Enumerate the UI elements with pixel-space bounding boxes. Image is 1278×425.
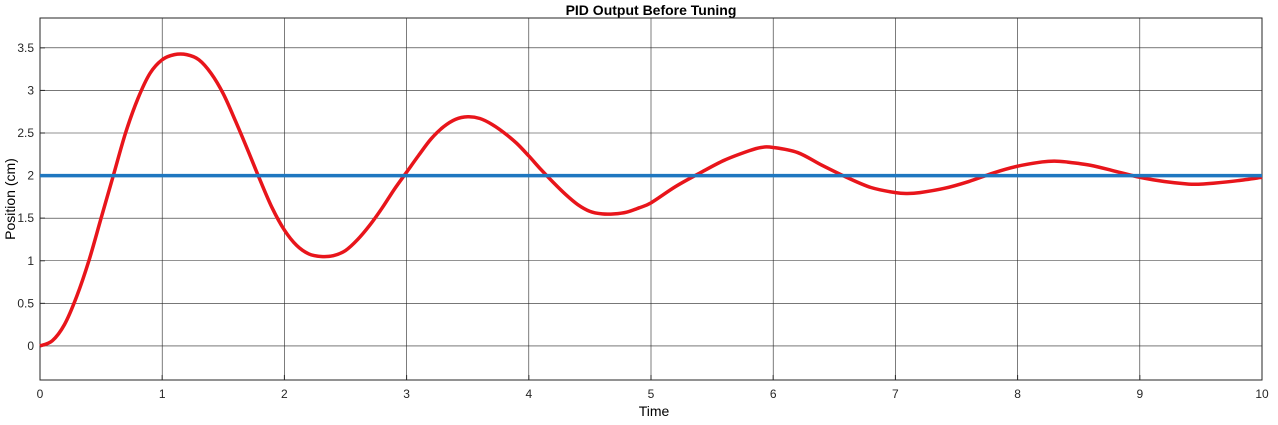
- x-tick-label: 8: [1014, 387, 1021, 401]
- y-tick-labels: 0 0.5 1 1.5 2 2.5 3 3.5: [17, 41, 34, 353]
- x-tick-label: 4: [525, 387, 532, 401]
- y-tick-label: 0: [27, 339, 34, 353]
- y-tick-label: 0.5: [17, 296, 34, 310]
- chart-title: PID Output Before Tuning: [566, 2, 737, 18]
- y-axis-label: Position (cm): [2, 158, 18, 240]
- x-tick-label: 3: [403, 387, 410, 401]
- x-axis-label: Time: [639, 403, 670, 419]
- y-tick-label: 1.5: [17, 211, 34, 225]
- x-tick-label: 10: [1255, 387, 1269, 401]
- series-group: [39, 52, 1263, 348]
- y-tick-label: 1: [27, 254, 34, 268]
- x-tick-label: 7: [892, 387, 899, 401]
- x-tick-label: 6: [770, 387, 777, 401]
- y-tick-label: 2.5: [17, 126, 34, 140]
- x-tick-label: 5: [648, 387, 655, 401]
- x-tick-label: 0: [37, 387, 44, 401]
- y-tick-label: 3: [27, 83, 34, 97]
- x-tick-labels: 0 1 2 3 4 5 6 7 8 9 10: [37, 387, 1269, 401]
- x-tick-label: 1: [159, 387, 166, 401]
- x-tick-label: 9: [1136, 387, 1143, 401]
- response-series-line: [39, 52, 1263, 348]
- tick-marks: [39, 47, 1263, 380]
- y-tick-label: 2: [27, 169, 34, 183]
- y-tick-label: 3.5: [17, 41, 34, 55]
- x-tick-label: 2: [281, 387, 288, 401]
